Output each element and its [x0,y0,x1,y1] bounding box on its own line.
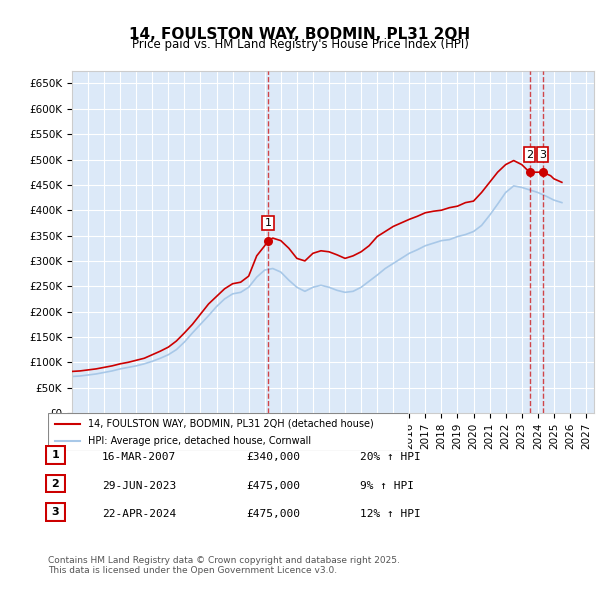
Text: 14, FOULSTON WAY, BODMIN, PL31 2QH (detached house): 14, FOULSTON WAY, BODMIN, PL31 2QH (deta… [88,419,373,429]
Text: 22-APR-2024: 22-APR-2024 [102,509,176,519]
Text: 14, FOULSTON WAY, BODMIN, PL31 2QH: 14, FOULSTON WAY, BODMIN, PL31 2QH [130,27,470,41]
Text: Price paid vs. HM Land Registry's House Price Index (HPI): Price paid vs. HM Land Registry's House … [131,38,469,51]
Text: 2: 2 [526,149,533,159]
Text: 1: 1 [265,218,272,228]
FancyBboxPatch shape [48,413,408,451]
Text: 2: 2 [52,478,59,489]
FancyBboxPatch shape [46,503,65,520]
Point [525,168,535,177]
Text: £475,000: £475,000 [246,509,300,519]
FancyBboxPatch shape [46,475,65,492]
Text: £340,000: £340,000 [246,453,300,462]
Text: 20% ↑ HPI: 20% ↑ HPI [360,453,421,462]
Text: Contains HM Land Registry data © Crown copyright and database right 2025.
This d: Contains HM Land Registry data © Crown c… [48,556,400,575]
Point [263,236,273,245]
Text: 1: 1 [52,450,59,460]
FancyBboxPatch shape [46,447,65,464]
Text: £475,000: £475,000 [246,481,300,490]
Text: HPI: Average price, detached house, Cornwall: HPI: Average price, detached house, Corn… [88,435,311,445]
Text: 3: 3 [539,149,546,159]
Point [538,168,548,177]
Text: 29-JUN-2023: 29-JUN-2023 [102,481,176,490]
Text: 16-MAR-2007: 16-MAR-2007 [102,453,176,462]
Text: 3: 3 [52,507,59,517]
Text: 9% ↑ HPI: 9% ↑ HPI [360,481,414,490]
Text: 12% ↑ HPI: 12% ↑ HPI [360,509,421,519]
